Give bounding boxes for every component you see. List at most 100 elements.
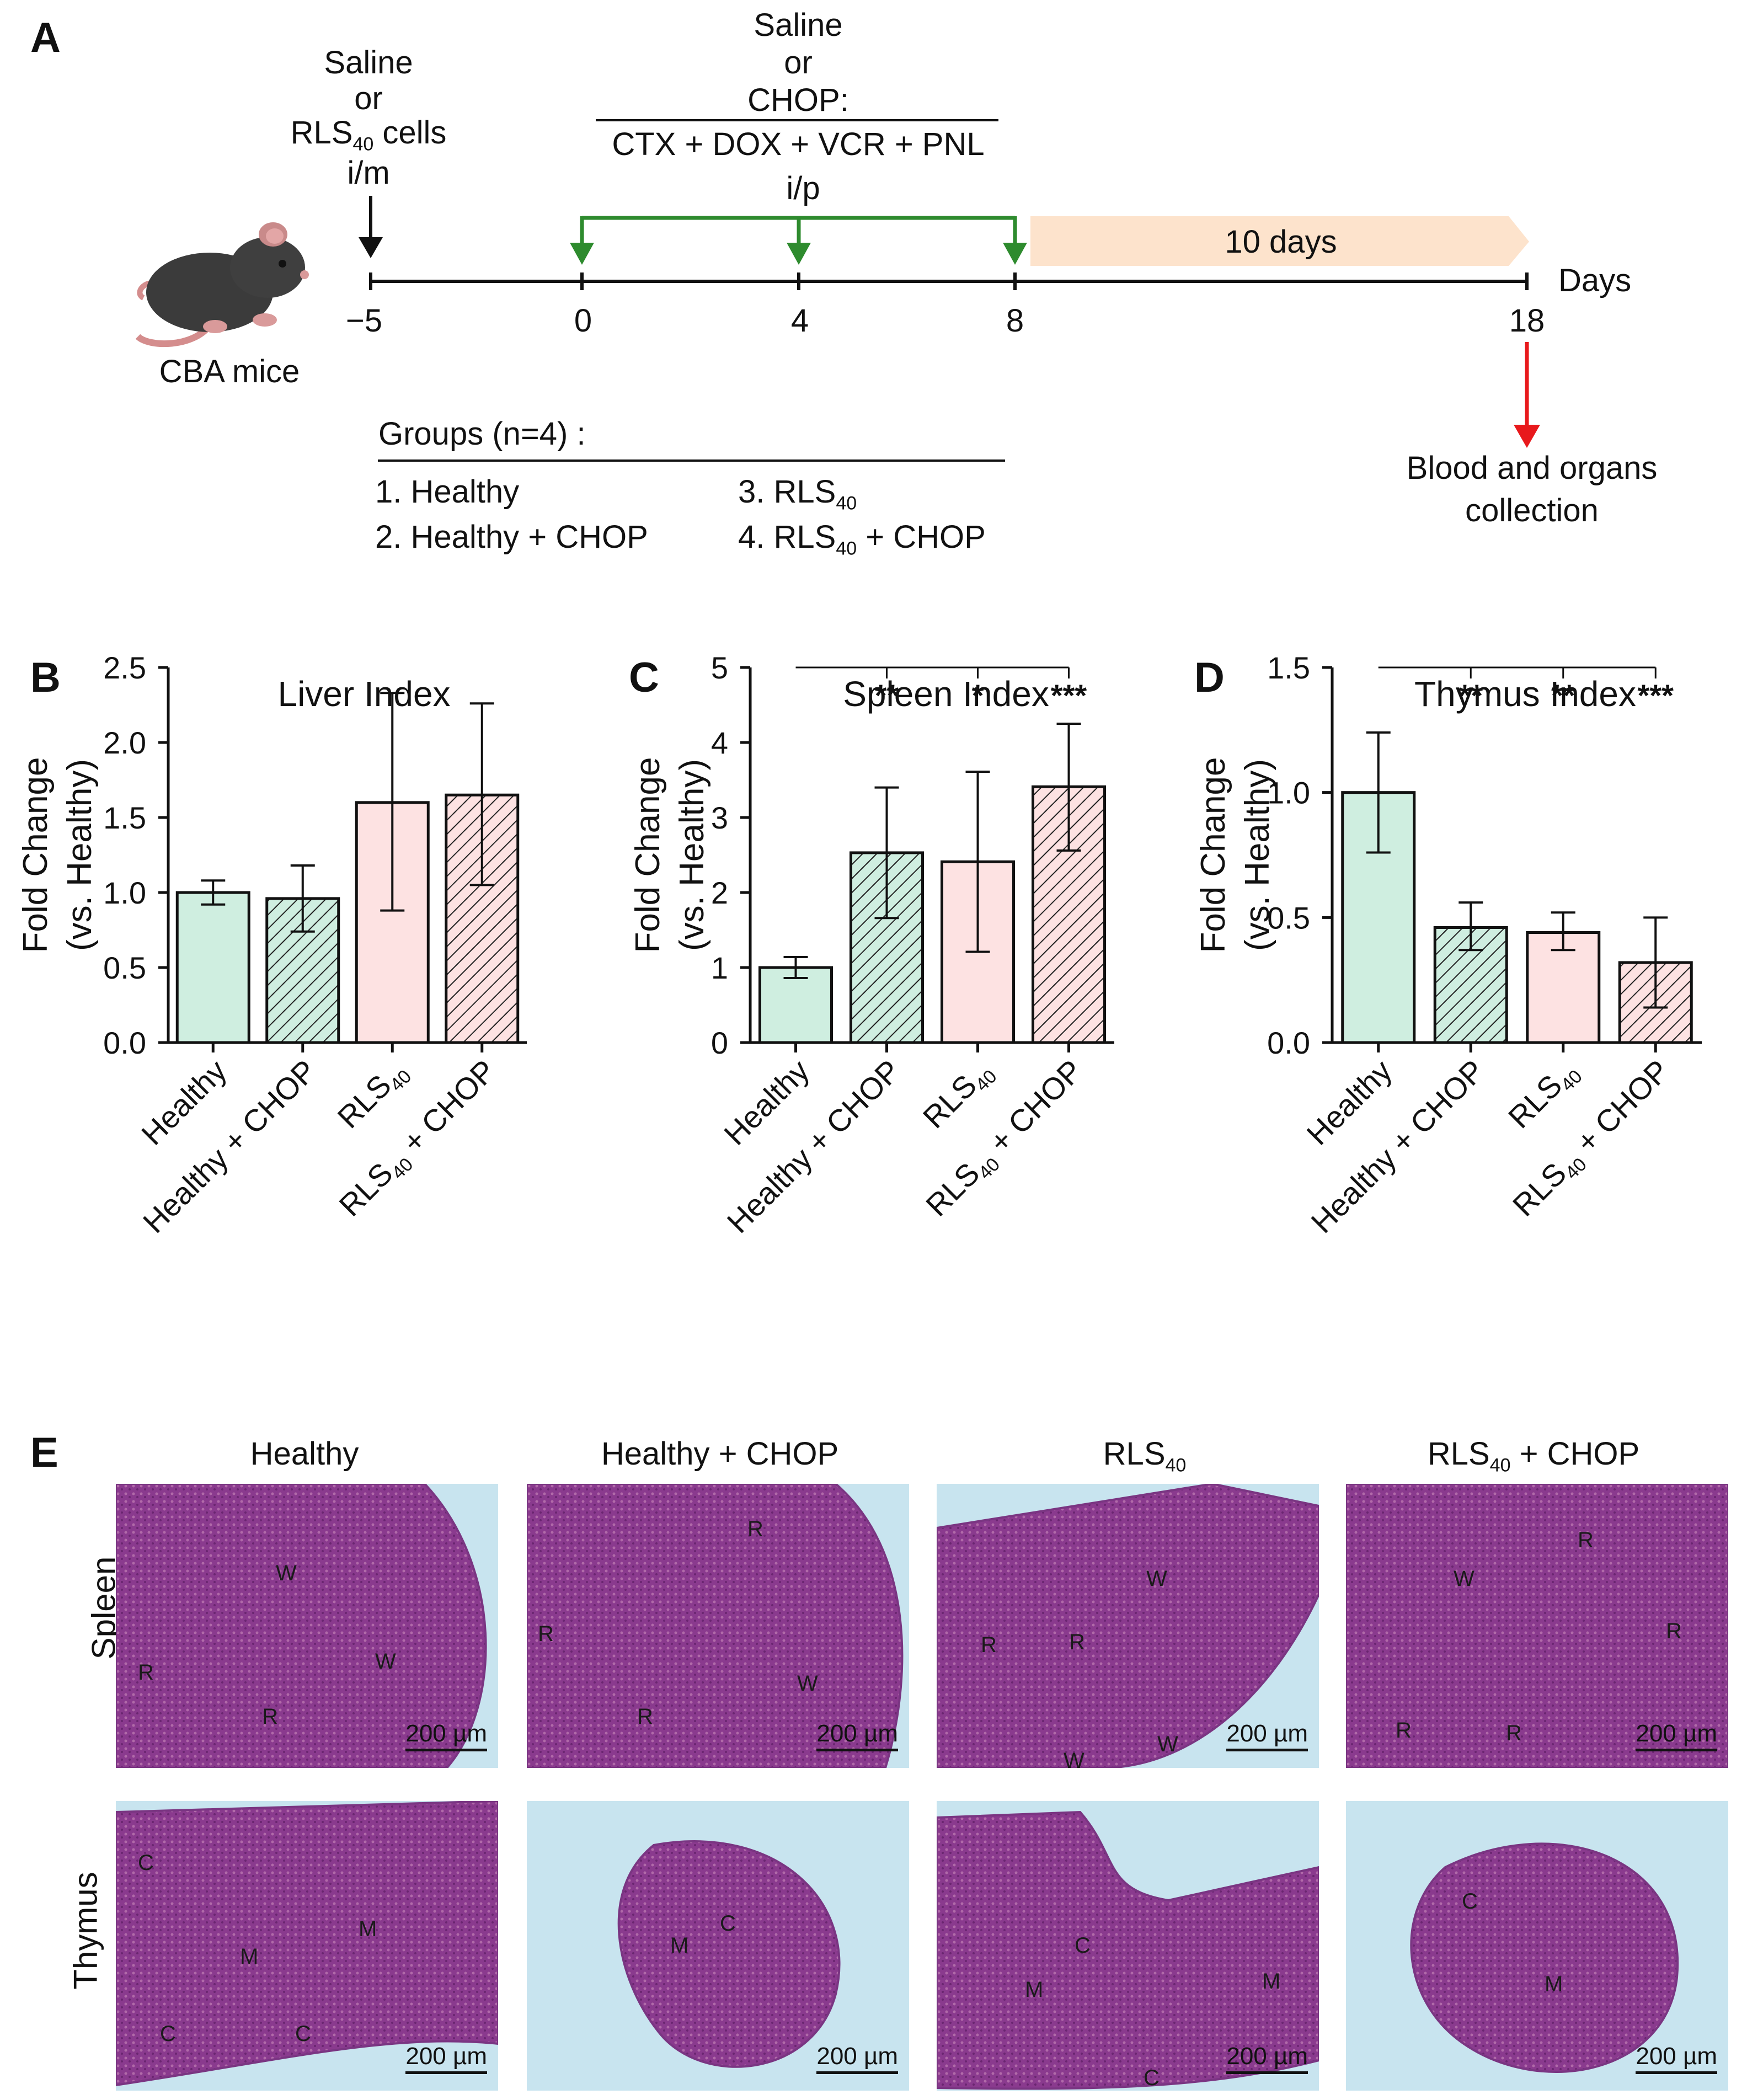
region-label: R [138,1660,154,1685]
y-tick-label: 1 [711,950,728,985]
inoculation-line2: or [354,81,383,116]
mouse-illustration [135,222,309,348]
bar [850,851,924,1044]
tick-8: 8 [1006,303,1024,339]
chart-title: Spleen Index [843,674,1049,714]
scale-bar: 200 µm [816,1720,898,1751]
region-label: W [1157,1732,1178,1756]
significance-label: ** [875,678,899,713]
y-tick-label: 0 [711,1025,728,1060]
scale-bar: 200 µm [1636,2043,1717,2074]
inoculation-line4: i/m [347,155,390,191]
y-tick-label: 5 [711,650,728,685]
panel-d-letter: D [1194,654,1225,701]
y-tick-label: 4 [711,725,728,760]
region-label: R [981,1633,997,1657]
scale-bar: 200 µm [816,2043,898,2074]
significance-label: * [972,678,984,713]
region-label: R [747,1517,763,1541]
treatment-line2: or [784,45,813,81]
treatment-line4: CTX + DOX + VCR + PNL [612,126,985,162]
timeline-unit: Days [1558,263,1632,298]
region-label: M [1025,1978,1044,2002]
x-tick-label: RLS40 + CHOP [332,1053,505,1226]
thymus-histology-image: C M 200 µm [1346,1801,1728,2091]
group-3: 3. RLS40 [738,474,857,514]
followup-label: 10 days [1225,224,1337,260]
region-label: W [1146,1567,1167,1591]
col-header-rls40: RLS40 [1103,1436,1187,1476]
bar-charts: Liver Index Fold Change (vs. Healthy) 0.0 0.… [17,650,1702,1239]
panel-c-letter: C [629,654,659,701]
region-label: R [1396,1718,1412,1743]
region-label: C [720,1911,736,1936]
y-tick-label: 0.5 [103,950,146,985]
timeline [359,119,1540,462]
region-label: R [1666,1619,1682,1643]
x-tick-label: RLS40 [916,1053,1001,1138]
panel-b-letter: B [30,654,61,701]
scale-bar: 200 µm [1226,1720,1308,1751]
y-axis-label: Fold Change [629,757,667,953]
col-header-healthy-chop: Healthy + CHOP [601,1436,839,1472]
treatment-line5: i/p [786,170,820,206]
treatment-arrowhead-8 [1003,243,1027,265]
spleen-histology-image: R R W W W 200 µm [937,1484,1319,1768]
y-tick-label: 1.5 [103,800,146,835]
x-tick-label: Healthy + CHOP [1304,1053,1490,1239]
inoculation-arrowhead [359,237,383,258]
y-tick-label: 1.0 [1267,776,1310,810]
region-label: W [276,1561,297,1585]
chart-title: Liver Index [277,674,450,714]
scale-bar: 200 µm [405,2043,487,2074]
chart-title: Thymus Index [1414,674,1636,714]
y-axis-label-2: (vs. Healthy) [61,759,99,951]
y-tick-label: 0.0 [1267,1025,1310,1060]
region-label: R [1506,1721,1522,1745]
region-label: R [538,1622,554,1646]
region-label: M [240,1944,259,1969]
y-tick-label: 0.0 [103,1025,146,1060]
tick-0: 0 [574,303,592,339]
region-label: R [637,1704,653,1729]
treatment-line1: Saline [754,7,843,43]
y-tick-label: 3 [711,800,728,835]
region-label: M [670,1933,689,1958]
treatment-arrowhead-0 [570,243,594,265]
x-tick-label: RLS40 [1502,1053,1586,1138]
row-label-thymus: Thymus [67,1872,104,1990]
x-tick-label: RLS40 + CHOP [919,1053,1092,1226]
significance-label: ** [1551,678,1575,713]
thymus-histology-image: M C 200 µm [527,1801,909,2091]
y-tick-label: 0.5 [1267,900,1310,935]
significance-label: ** [1458,678,1483,713]
spleen-histology-image: W W R R 200 µm [116,1484,498,1768]
region-label: C [1144,2066,1160,2090]
region-label: M [1545,1972,1563,1996]
y-axis-label: Fold Change [1194,757,1232,953]
col-header-healthy: Healthy [250,1436,359,1472]
col-header-rls40-chop: RLS40 + CHOP [1427,1436,1640,1476]
collection-line1: Blood and organs [1406,450,1658,486]
region-label: R [1069,1630,1085,1654]
region-label: C [1462,1889,1478,1914]
significance-label: *** [1051,678,1087,713]
spleen-histology-image: R R R W 200 µm [527,1484,909,1768]
region-label: W [797,1671,818,1696]
significance-label: *** [1638,678,1674,713]
thymus-histology-image: C M M C C 200 µm [116,1801,498,2091]
region-label: M [359,1917,377,1941]
panel-e-letter: E [30,1429,58,1476]
group-2: 2. Healthy + CHOP [375,519,648,555]
region-label: C [1075,1933,1091,1958]
tick-minus5: −5 [345,303,383,339]
tick-18: 18 [1509,303,1545,339]
region-label: W [1064,1749,1084,1768]
spleen-histology-image: W R R R R 200 µm [1346,1484,1728,1768]
y-tick-label: 1.5 [1267,650,1310,685]
group-1: 1. Healthy [375,474,520,510]
groups-title: Groups (n=4) : [378,416,586,452]
collection-arrowhead [1514,425,1540,448]
x-tick-label: RLS40 + CHOP [1506,1053,1679,1226]
inoculation-line1: Saline [324,45,413,81]
